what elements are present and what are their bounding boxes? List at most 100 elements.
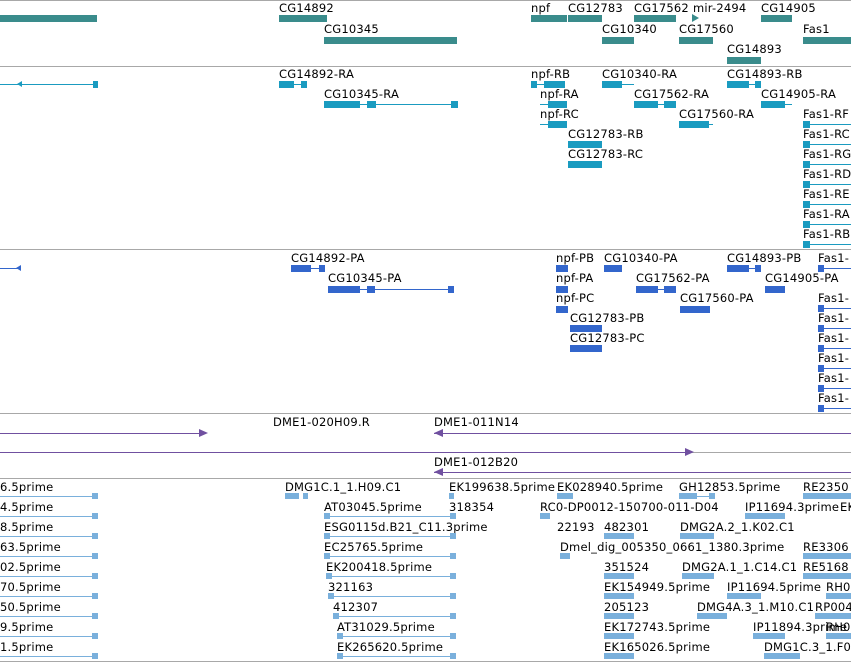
gene-bar[interactable] [324,37,457,44]
transcript-label[interactable]: npf-RA [540,87,579,101]
gene-label[interactable]: CG10345 [324,22,379,36]
transcript-label[interactable]: npf-RB [531,67,571,81]
protein-label[interactable]: Fas1- [818,351,850,365]
protein-label[interactable]: CG17560-PA [680,291,754,305]
gene-bar[interactable] [279,15,327,22]
est-label[interactable]: 1.5prime [0,640,54,654]
transcript-label[interactable]: CG17562-RA [634,87,710,101]
gene-bar[interactable] [727,57,761,64]
est-label[interactable]: EK165026.5prime [604,640,711,654]
clone-end-marker[interactable] [434,468,443,476]
transcript-label[interactable]: CG10340-RA [602,67,678,81]
est-label[interactable]: IP11694.3prime [745,500,840,514]
est-label[interactable]: EK265620.5prime [337,640,444,654]
protein-label[interactable]: CG10345-PA [328,271,402,285]
est-label[interactable]: IP11894.3prime [753,620,848,634]
gene-label[interactable]: CG10340 [602,22,657,36]
protein-label[interactable]: Fas1- [818,371,850,385]
est-label[interactable]: 4.5prime [0,500,54,514]
est-label[interactable]: EK [840,500,851,514]
transcript-label[interactable]: CG12783-RB [568,127,644,141]
est-label[interactable]: 205123 [604,600,650,614]
protein-label[interactable]: npf-PB [556,251,595,265]
est-label[interactable]: 321163 [328,580,374,594]
transcript-label[interactable]: Fas1-RB [803,227,851,241]
protein-label[interactable]: CG10340-PA [604,251,678,265]
est-label[interactable]: 02.5prime [0,560,61,574]
est-label[interactable]: RE2350 [803,480,849,494]
gene-label[interactable]: CG12783 [568,1,623,15]
transcript-label[interactable]: Fas1-RF [803,107,850,121]
est-label[interactable]: 9.5prime [0,620,54,634]
transcript-label[interactable]: Fas1-RA [803,207,850,221]
protein-label[interactable]: Fas1- [818,251,850,265]
est-label[interactable]: EK172743.5prime [604,620,711,634]
clone-label[interactable]: DME1-020H09.R [273,415,370,429]
est-label[interactable]: DMG4A.3_1.M10.C1 [697,600,815,614]
gene-label[interactable]: mir-2494 [693,1,747,15]
transcript-label[interactable]: CG10345-RA [324,87,400,101]
est-label[interactable]: GH12853.5prime [679,480,781,494]
gene-bar[interactable] [531,15,567,22]
protein-label[interactable]: CG17562-PA [636,271,710,285]
est-label[interactable]: RH0 [826,580,851,594]
protein-label[interactable]: Fas1- [818,291,850,305]
gene-bar[interactable] [679,37,713,44]
gene-label[interactable]: npf [531,1,551,15]
est-label[interactable]: 70.5prime [0,580,61,594]
gene-label[interactable]: CG14905 [761,1,816,15]
est-label[interactable]: RP004 [815,600,851,614]
est-label[interactable]: EC25765.5prime [324,540,424,554]
transcript-label[interactable]: CG14905-RA [761,87,837,101]
protein-label[interactable]: Fas1- [818,331,850,345]
est-label[interactable]: RE5168 [803,560,849,574]
est-label[interactable]: AT03045.5prime [324,500,422,514]
protein-label[interactable]: CG14905-PA [765,271,839,285]
protein-label[interactable]: CG12783-PB [570,311,645,325]
protein-label[interactable]: CG14893-PB [727,251,802,265]
protein-label[interactable]: npf-PA [556,271,594,285]
est-label[interactable]: ESG0115d.B21_C11.3prime [324,520,488,534]
est-label[interactable]: EK200418.5prime [326,560,433,574]
clone-end-marker[interactable] [199,429,208,437]
transcript-label[interactable]: Fas1-RC [803,127,850,141]
gene-bar[interactable] [602,37,634,44]
protein-label[interactable]: Fas1- [818,391,850,405]
gene-bar[interactable] [568,15,602,22]
est-label[interactable]: EK154949.5prime [604,580,711,594]
gene-label[interactable]: CG14892 [279,1,334,15]
est-label[interactable]: RC0-DP0012-150700-011-D04 [540,500,719,514]
transcript-label[interactable]: Fas1-RG [803,147,851,161]
gene-bar[interactable] [634,15,676,22]
est-label[interactable]: DMG1C.1_1.H09.C1 [285,480,402,494]
clone-label[interactable]: DME1-011N14 [434,415,519,429]
est-label[interactable]: AT31029.5prime [337,620,435,634]
est-label[interactable]: DMG2A.2_1.K02.C1 [680,520,795,534]
gene-label[interactable]: CG14893 [727,42,782,56]
protein-label[interactable]: Fas1- [818,311,850,325]
gene-label[interactable]: CG17562 [634,1,689,15]
transcript-label[interactable]: CG17560-RA [679,107,755,121]
gene-label[interactable]: Fas1 [803,22,830,36]
clone-end-marker[interactable] [434,429,443,437]
transcript-label[interactable]: Fas1-RE [803,187,850,201]
gene-bar[interactable] [0,15,97,22]
gene-bar[interactable] [803,37,851,44]
est-label[interactable]: DMG1C.3_1.F0 [764,640,851,654]
gene-label[interactable]: CG17560 [679,22,734,36]
est-label[interactable]: 50.5prime [0,600,61,614]
est-label[interactable]: 318354 [449,500,495,514]
clone-label[interactable]: DME1-012B20 [434,455,519,469]
protein-label[interactable]: npf-PC [556,291,595,305]
est-label[interactable]: RE3306 [803,540,849,554]
est-label[interactable]: EK199638.5prime [449,480,556,494]
est-label[interactable]: 6.5prime [0,480,54,494]
transcript-label[interactable]: CG14892-RA [279,67,355,81]
est-label[interactable]: RH0 [826,620,851,634]
gene-bar[interactable] [761,15,792,22]
est-label[interactable]: IP11694.5prime [727,580,822,594]
est-label[interactable]: DMG2A.1_1.C14.C1 [682,560,798,574]
est-label[interactable]: Dmel_dig_005350_0661_1380.3prime [560,540,785,554]
est-label[interactable]: 482301 [604,520,650,534]
